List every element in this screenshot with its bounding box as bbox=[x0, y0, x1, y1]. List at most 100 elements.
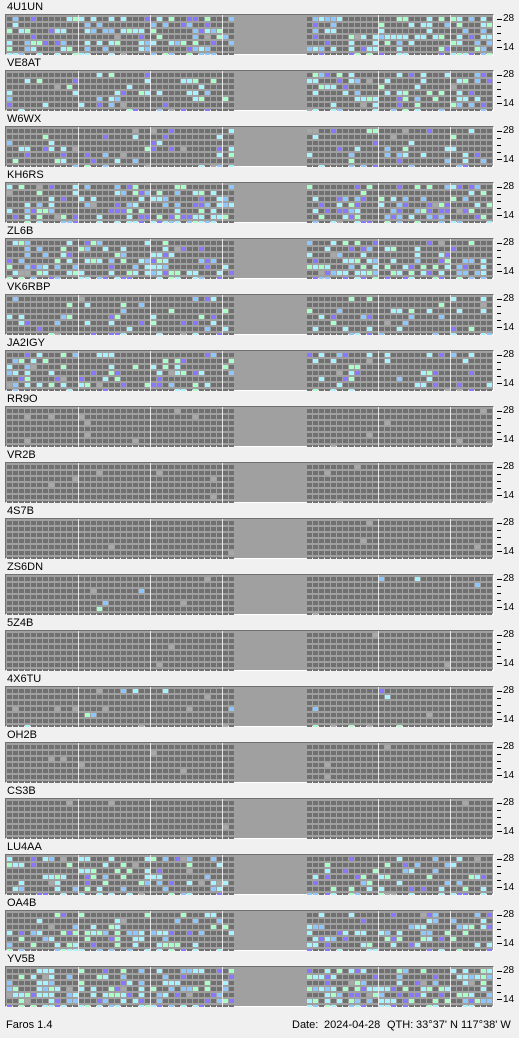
propagation-cell bbox=[151, 427, 156, 431]
propagation-cell bbox=[169, 85, 174, 89]
propagation-cell bbox=[307, 185, 312, 189]
propagation-cell bbox=[7, 359, 12, 363]
propagation-cell bbox=[91, 383, 96, 387]
propagation-cell bbox=[403, 147, 408, 151]
propagation-cell bbox=[7, 17, 12, 21]
propagation-cell bbox=[67, 197, 72, 201]
propagation-cell bbox=[439, 29, 444, 33]
propagation-cell bbox=[325, 247, 330, 251]
propagation-cell bbox=[61, 521, 66, 525]
propagation-cell bbox=[145, 471, 150, 475]
propagation-cell bbox=[355, 383, 360, 387]
propagation-cell bbox=[55, 271, 60, 275]
propagation-cell bbox=[13, 277, 18, 279]
propagation-cell bbox=[397, 41, 402, 45]
propagation-cell bbox=[229, 209, 234, 213]
propagation-cell bbox=[25, 221, 30, 223]
propagation-cell bbox=[103, 215, 108, 219]
propagation-cell bbox=[181, 221, 186, 223]
propagation-cell bbox=[163, 209, 168, 213]
propagation-cell bbox=[205, 253, 210, 257]
propagation-cell bbox=[199, 103, 204, 107]
propagation-cell bbox=[181, 477, 186, 481]
propagation-cell bbox=[169, 91, 174, 95]
propagation-cell bbox=[361, 327, 366, 331]
propagation-cell bbox=[85, 365, 90, 369]
propagation-cell bbox=[349, 333, 354, 335]
propagation-cell bbox=[397, 433, 402, 437]
propagation-cell bbox=[61, 79, 66, 83]
propagation-cell bbox=[433, 197, 438, 201]
propagation-cell bbox=[217, 203, 222, 207]
propagation-cell bbox=[139, 483, 144, 487]
propagation-cell bbox=[307, 103, 312, 107]
propagation-cell bbox=[427, 321, 432, 325]
propagation-cell bbox=[187, 17, 192, 21]
propagation-cell bbox=[139, 471, 144, 475]
propagation-cell bbox=[229, 277, 234, 279]
propagation-cell bbox=[433, 359, 438, 363]
propagation-cell bbox=[19, 215, 24, 219]
propagation-cell bbox=[475, 359, 480, 363]
propagation-cell bbox=[13, 315, 18, 319]
propagation-cell bbox=[103, 35, 108, 39]
propagation-cell bbox=[103, 97, 108, 101]
propagation-cell bbox=[451, 203, 456, 207]
propagation-cell bbox=[403, 471, 408, 475]
propagation-cell bbox=[487, 103, 492, 107]
propagation-cell bbox=[331, 79, 336, 83]
propagation-cell bbox=[85, 209, 90, 213]
propagation-cell bbox=[343, 135, 348, 139]
propagation-cell bbox=[391, 439, 396, 443]
propagation-cell bbox=[409, 421, 414, 425]
propagation-cell bbox=[25, 23, 30, 27]
propagation-cell bbox=[19, 197, 24, 201]
propagation-cell bbox=[151, 415, 156, 419]
propagation-cell bbox=[379, 277, 384, 279]
propagation-cell bbox=[79, 465, 84, 469]
propagation-cell bbox=[79, 321, 84, 325]
propagation-cell bbox=[181, 53, 186, 55]
propagation-cell bbox=[121, 259, 126, 263]
propagation-cell bbox=[151, 389, 156, 391]
propagation-cell bbox=[307, 409, 312, 413]
propagation-cell bbox=[187, 353, 192, 357]
propagation-cell bbox=[121, 389, 126, 391]
propagation-cell bbox=[139, 389, 144, 391]
propagation-cell bbox=[97, 47, 102, 51]
propagation-cell bbox=[445, 135, 450, 139]
propagation-cell bbox=[163, 241, 168, 245]
propagation-cell bbox=[175, 297, 180, 301]
propagation-cell bbox=[361, 47, 366, 51]
propagation-cell bbox=[391, 421, 396, 425]
propagation-cell bbox=[475, 221, 480, 223]
propagation-cell bbox=[361, 91, 366, 95]
propagation-cell bbox=[193, 153, 198, 157]
propagation-cell bbox=[367, 265, 372, 269]
propagation-cell bbox=[31, 97, 36, 101]
propagation-cell bbox=[421, 185, 426, 189]
propagation-cell bbox=[319, 35, 324, 39]
propagation-cell bbox=[325, 197, 330, 201]
propagation-cell bbox=[355, 215, 360, 219]
propagation-cell bbox=[205, 103, 210, 107]
propagation-cell bbox=[223, 35, 228, 39]
propagation-cell bbox=[469, 247, 474, 251]
propagation-cell bbox=[91, 377, 96, 381]
propagation-cell bbox=[19, 209, 24, 213]
propagation-cell bbox=[313, 433, 318, 437]
propagation-cell bbox=[163, 91, 168, 95]
propagation-cell bbox=[451, 333, 456, 335]
propagation-cell bbox=[181, 365, 186, 369]
propagation-cell bbox=[415, 371, 420, 375]
propagation-cell bbox=[49, 315, 54, 319]
propagation-cell bbox=[391, 215, 396, 219]
propagation-cell bbox=[481, 97, 486, 101]
propagation-cell bbox=[97, 35, 102, 39]
propagation-cell bbox=[331, 203, 336, 207]
propagation-cell bbox=[67, 41, 72, 45]
propagation-cell bbox=[61, 165, 66, 167]
propagation-cell bbox=[37, 159, 42, 163]
propagation-cell bbox=[415, 465, 420, 469]
propagation-cell bbox=[187, 147, 192, 151]
